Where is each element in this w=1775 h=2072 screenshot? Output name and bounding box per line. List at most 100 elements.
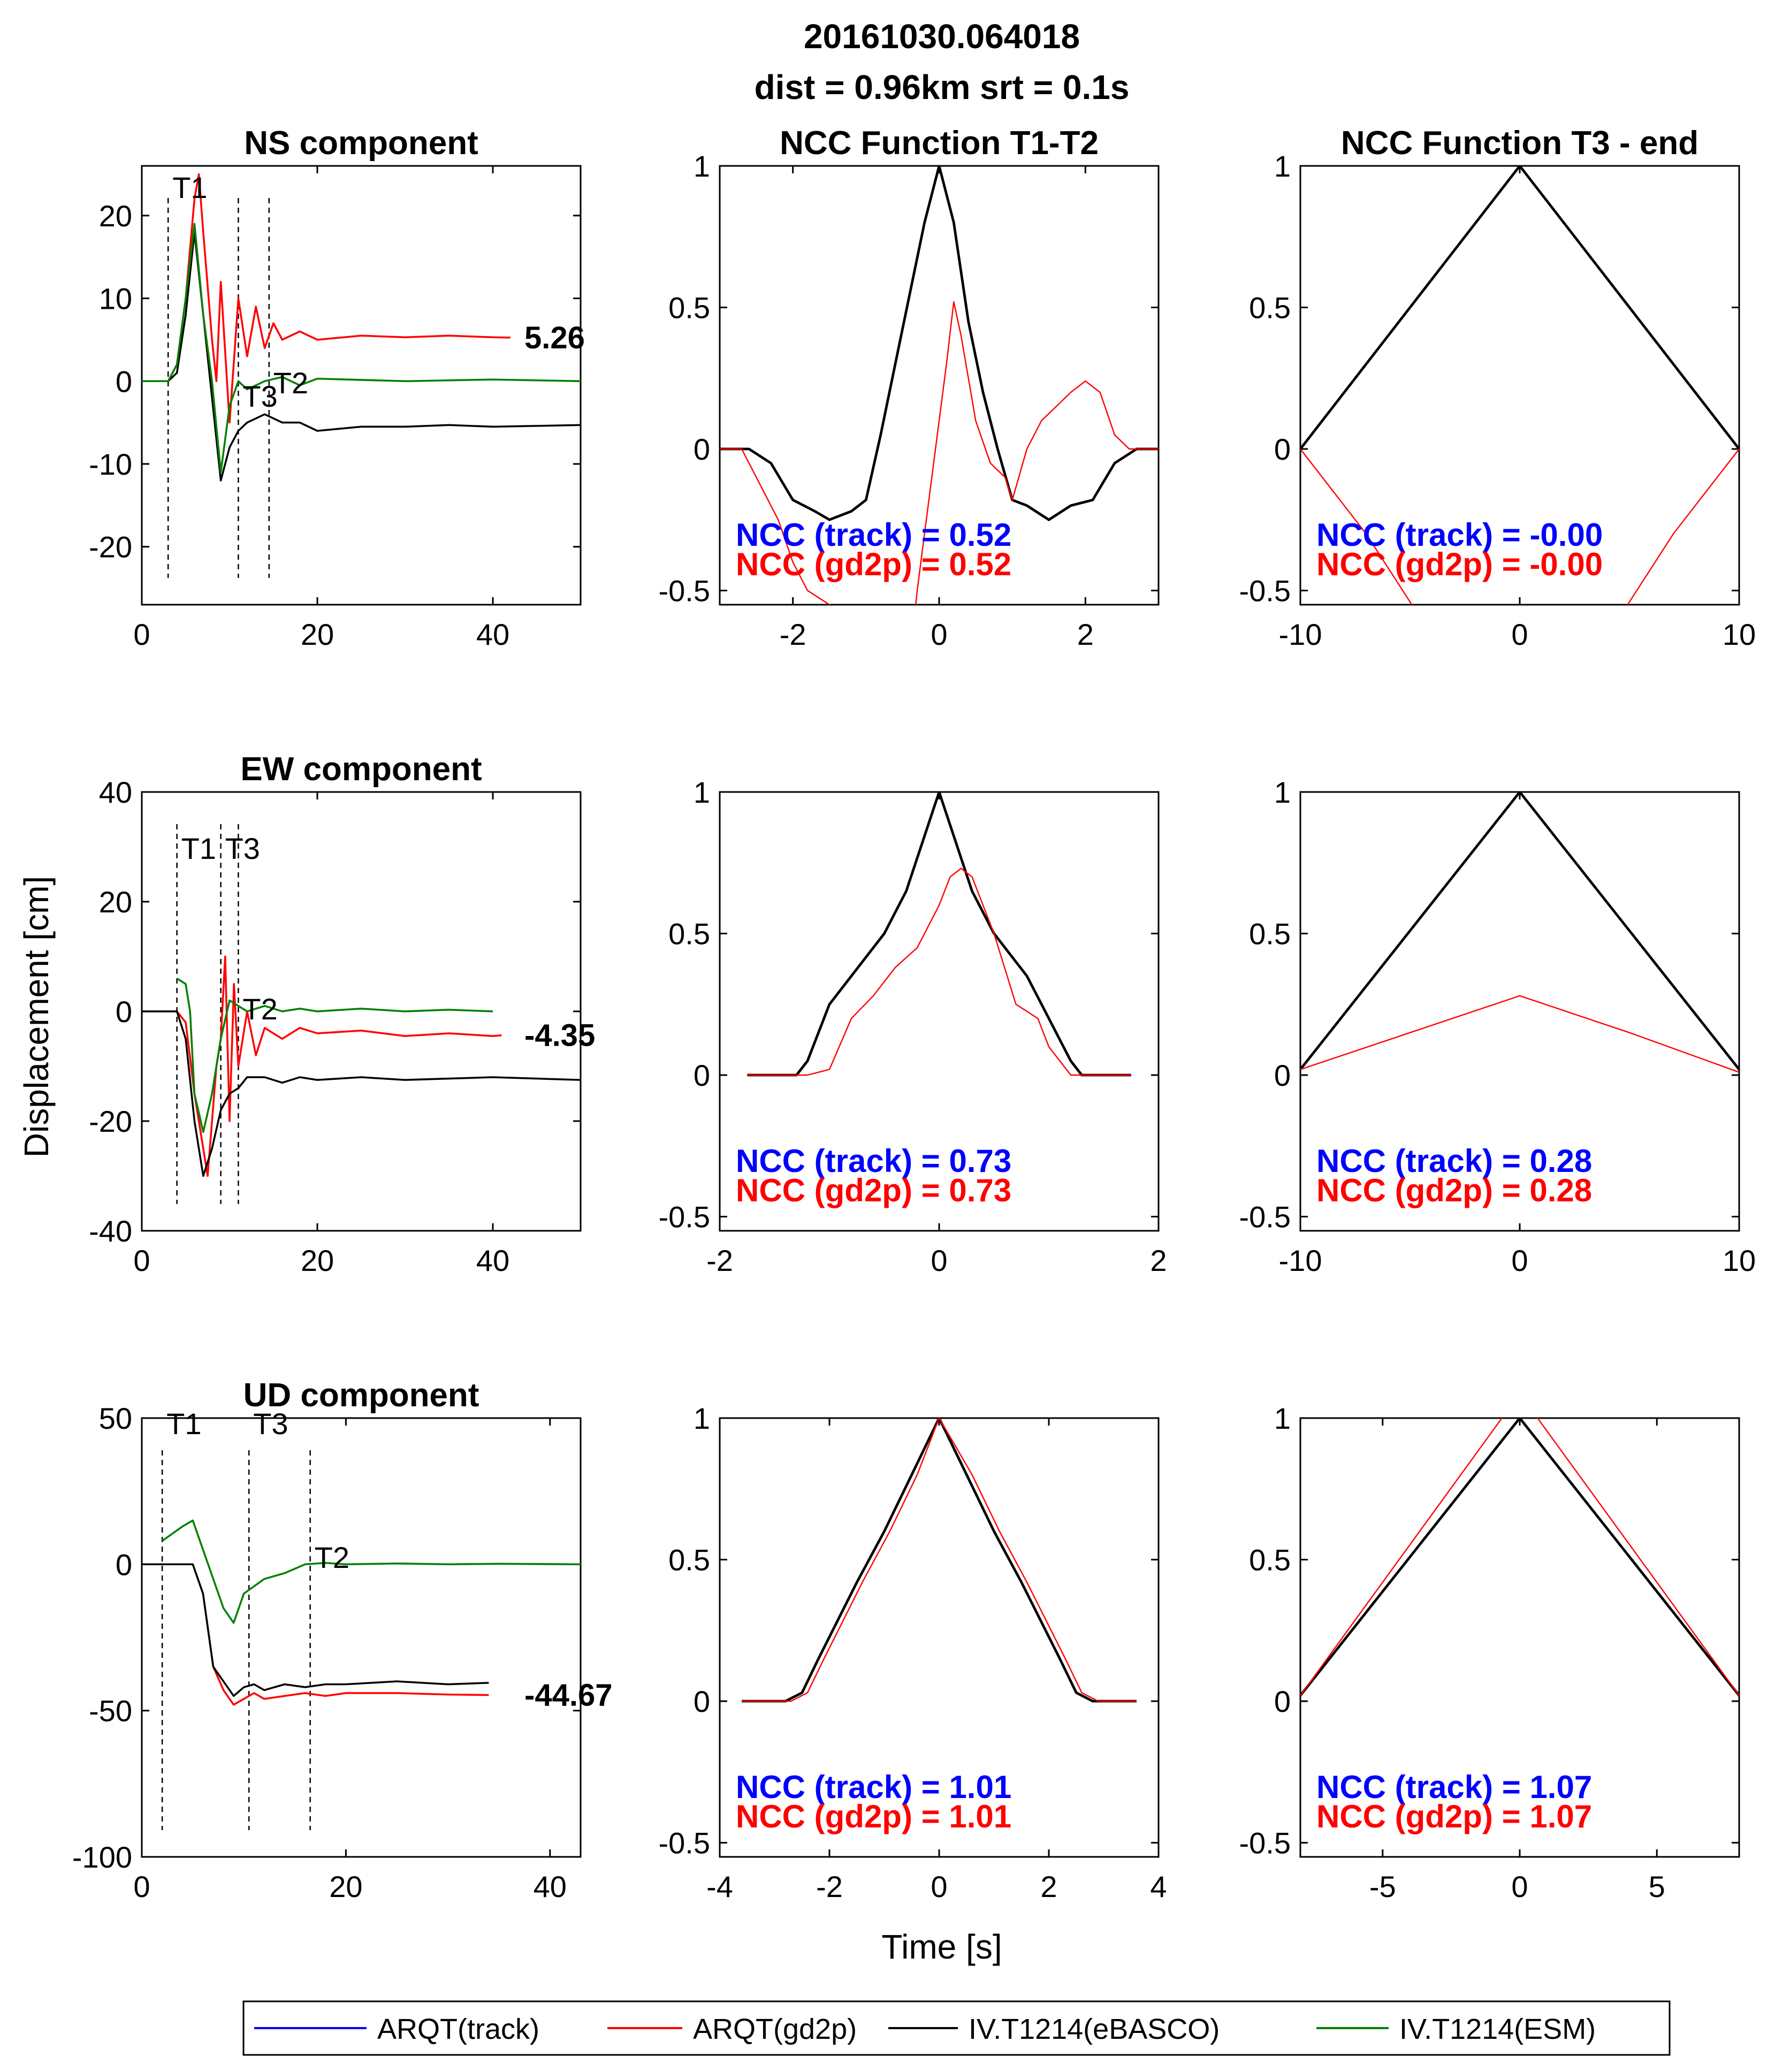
y-tick-label: 0.5 xyxy=(668,1543,710,1577)
x-tick-label: 0 xyxy=(133,618,150,651)
y-tick-label: -20 xyxy=(89,1104,132,1138)
x-tick-label: 0 xyxy=(133,1870,150,1903)
x-tick-label: 2 xyxy=(1150,1244,1167,1277)
y-tick-label: -50 xyxy=(89,1694,132,1728)
plot-area xyxy=(1300,1418,1739,1696)
series-line-ebasco xyxy=(742,1418,1137,1703)
end-value-label: 5.26 xyxy=(524,321,585,355)
legend-label-3: IV.T1214(ESM) xyxy=(1399,2013,1596,2045)
marker-label-t1: T1 xyxy=(172,171,207,204)
y-tick-label: 0.5 xyxy=(1249,917,1291,951)
y-tick-label: 50 xyxy=(99,1401,132,1435)
marker-label-t2: T2 xyxy=(242,992,277,1026)
plot-area xyxy=(1300,166,1739,605)
panel-ud-displacement: UD component 0 20 40 -100 -50 0 50 T1 T2 T3 -44.67 xyxy=(72,1377,613,1903)
series-line-ebasco xyxy=(1300,792,1739,1070)
legend: ARQT(track) ARQT(gd2p) IV.T1214(eBASCO) IV.… xyxy=(242,2000,1671,2056)
axes-box xyxy=(141,165,582,606)
x-tick-label: 0 xyxy=(133,1244,150,1277)
y-tick-label: -100 xyxy=(72,1840,132,1874)
ncc-track-label: NCC (track) = -0.00 xyxy=(1316,517,1603,553)
x-tick-label: 20 xyxy=(301,1244,334,1277)
ncc-gd2p-label: NCC (gd2p) = 1.01 xyxy=(736,1799,1011,1834)
y-tick-label: 10 xyxy=(99,282,132,316)
ncc-gd2p-label: NCC (gd2p) = 1.07 xyxy=(1316,1799,1592,1834)
y-tick-label: 1 xyxy=(694,775,710,809)
series-line-iv-t1214-ebasco- xyxy=(142,1563,489,1697)
x-tick-label: -10 xyxy=(1279,618,1322,651)
panel-title: NCC Function T1-T2 xyxy=(780,125,1099,162)
y-tick-label: 0 xyxy=(1274,1685,1291,1718)
series-line-arqt-gd2p- xyxy=(142,173,511,424)
y-tick-label: 40 xyxy=(99,775,132,809)
legend-label-2: IV.T1214(eBASCO) xyxy=(969,2013,1220,2045)
x-tick-label: 4 xyxy=(1150,1870,1167,1903)
marker-label-t2: T2 xyxy=(315,1541,349,1574)
plot-area xyxy=(142,173,581,578)
plot-area xyxy=(1300,792,1739,1073)
y-tick-label: 1 xyxy=(694,1401,710,1435)
series-line-iv-t1214-ebasco- xyxy=(142,231,581,482)
x-tick-label: -2 xyxy=(816,1870,843,1903)
y-tick-label: 0 xyxy=(116,1548,132,1581)
y-tick-label: 0.5 xyxy=(1249,291,1291,325)
y-tick-label: 0.5 xyxy=(668,917,710,951)
panel-title: EW component xyxy=(240,751,482,788)
x-tick-label: 10 xyxy=(1723,618,1756,651)
series-line-iv-t1214-esm- xyxy=(162,1519,581,1624)
ncc-track-label: NCC (track) = 1.01 xyxy=(736,1769,1011,1805)
plot-area xyxy=(142,1450,581,1830)
x-tick-label: 0 xyxy=(931,618,947,651)
y-axis-label: Displacement [cm] xyxy=(17,876,56,1157)
marker-label-t3: T3 xyxy=(253,1407,288,1441)
y-tick-label: 1 xyxy=(1274,1401,1291,1435)
y-tick-label: 0 xyxy=(694,1685,710,1718)
series-line-ebasco xyxy=(747,792,1131,1077)
x-tick-label: -2 xyxy=(780,618,806,651)
y-tick-label: 20 xyxy=(99,199,132,233)
series-line-gd2p xyxy=(742,1418,1137,1702)
y-tick-label: 0 xyxy=(1274,1058,1291,1092)
y-tick-label: 0 xyxy=(116,995,132,1029)
panel-title: NCC Function T3 - end xyxy=(1341,125,1698,162)
series-line-ebasco xyxy=(1300,166,1739,450)
y-tick-label: -10 xyxy=(89,447,132,481)
x-tick-label: -5 xyxy=(1369,1870,1396,1903)
figure-title-line1: 20161030.064018 xyxy=(804,17,1080,56)
series-line-ebasco xyxy=(720,166,1159,521)
x-tick-label: 0 xyxy=(1511,1870,1528,1903)
figure-title-line2: dist = 0.96km srt = 0.1s xyxy=(755,68,1130,106)
plot-area xyxy=(142,824,581,1204)
ncc-gd2p-label: NCC (gd2p) = 0.28 xyxy=(1316,1172,1592,1208)
y-tick-label: -40 xyxy=(89,1214,132,1248)
ncc-track-label: NCC (track) = 1.07 xyxy=(1316,1769,1592,1805)
series-line-gd2p xyxy=(1300,448,1739,605)
marker-label-t3: T3 xyxy=(242,379,277,413)
panel-title: UD component xyxy=(243,1377,479,1414)
y-tick-label: -0.5 xyxy=(1239,1200,1291,1234)
series-line-gd2p xyxy=(720,301,1159,605)
y-tick-label: -0.5 xyxy=(659,574,711,608)
ncc-gd2p-label: NCC (gd2p) = 0.73 xyxy=(736,1172,1011,1208)
x-tick-label: 20 xyxy=(329,1870,362,1903)
y-tick-label: 1 xyxy=(1274,149,1291,183)
y-tick-label: 0.5 xyxy=(1249,1543,1291,1577)
legend-label-1: ARQT(gd2p) xyxy=(693,2013,857,2045)
x-tick-label: 20 xyxy=(301,618,334,651)
y-tick-label: 0 xyxy=(1274,432,1291,466)
axes-box xyxy=(141,1417,582,1858)
marker-label-t1: T1 xyxy=(181,832,216,865)
x-tick-label: 0 xyxy=(1511,618,1528,651)
y-tick-label: -0.5 xyxy=(1239,1826,1291,1860)
plot-area xyxy=(720,166,1159,605)
ncc-track-label: NCC (track) = 0.28 xyxy=(1316,1143,1592,1179)
x-tick-label: 40 xyxy=(476,1244,509,1277)
x-axis-label: Time [s] xyxy=(881,1928,1002,1966)
y-tick-label: -0.5 xyxy=(1239,574,1291,608)
series-line-iv-t1214-esm- xyxy=(176,978,493,1133)
x-tick-label: 40 xyxy=(476,618,509,651)
